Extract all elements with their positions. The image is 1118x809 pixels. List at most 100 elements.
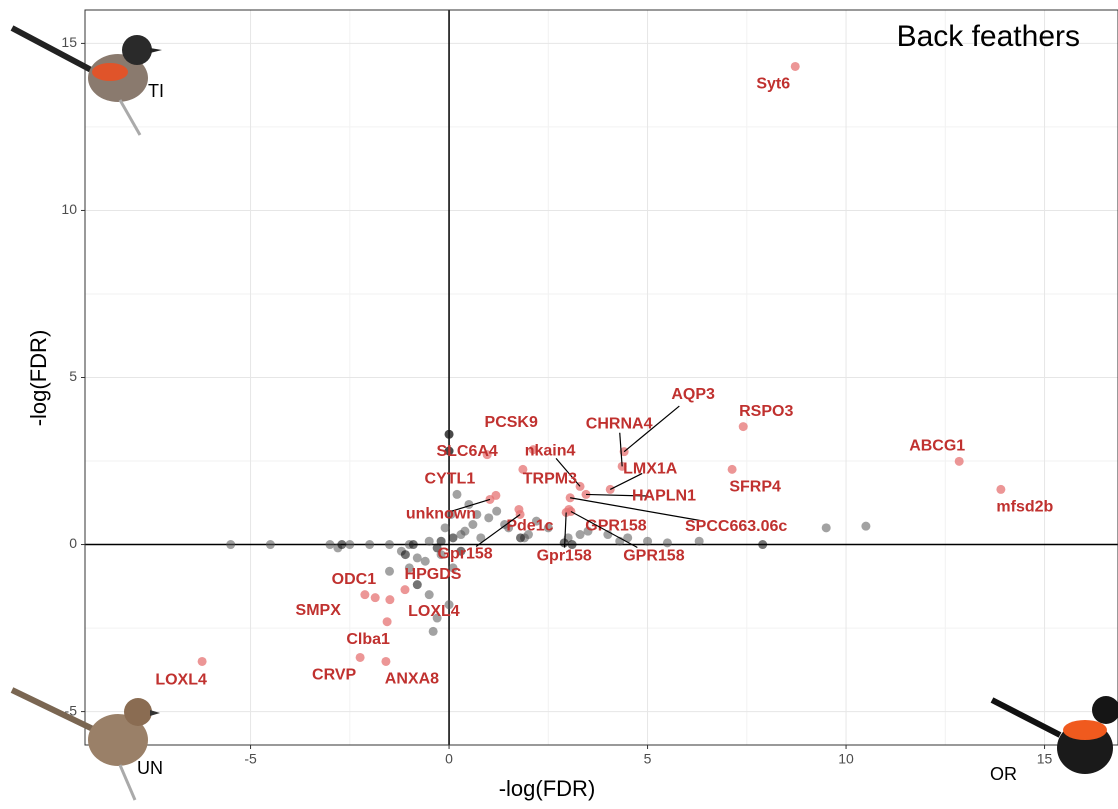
grid (81, 10, 1118, 749)
point (265, 540, 275, 550)
point-label: HPGDS (405, 566, 462, 583)
bird-un (10, 687, 160, 801)
point (420, 556, 430, 566)
corner-label: TI (148, 81, 164, 101)
point-label: AQP3 (671, 386, 715, 403)
point-label: GPR158 (623, 548, 684, 565)
point (345, 540, 355, 550)
point-label: CRVP (312, 667, 356, 684)
x-tick-label: 10 (838, 751, 854, 767)
y-tick-label: 5 (69, 368, 77, 384)
x-tick-label: 15 (1037, 751, 1053, 767)
points (197, 61, 1006, 666)
point (472, 509, 482, 519)
point (559, 538, 569, 548)
point (758, 540, 768, 550)
x-axis-label: -log(FDR) (499, 776, 596, 801)
point-label: LOXL4 (408, 603, 460, 620)
point (662, 538, 672, 548)
point-labels: Syt6 RSPO3 ABCG1 mfsd2b SFRP4 AQP3 CHRNA4 LMX1A… (155, 76, 1053, 689)
point (738, 422, 748, 432)
point (448, 563, 458, 573)
point (436, 550, 446, 560)
point (448, 533, 458, 543)
point (861, 521, 871, 531)
point-label: GPR158 (585, 518, 646, 535)
point (408, 540, 418, 550)
point (456, 546, 466, 556)
point (460, 526, 470, 536)
point (694, 536, 704, 546)
point (428, 626, 438, 636)
point (412, 553, 422, 563)
leader-line (475, 513, 521, 547)
leader-line (555, 458, 581, 487)
y-tick-label: -5 (65, 702, 78, 718)
point-label: SPCC663.06c (685, 518, 787, 535)
leader-line (570, 510, 638, 548)
point (516, 533, 526, 543)
leader-line (609, 472, 643, 490)
point-label: Gpr158 (537, 548, 592, 565)
y-tick-label: 15 (61, 34, 77, 50)
point (444, 600, 454, 610)
point (370, 593, 380, 603)
x-tick-label: -5 (244, 751, 257, 767)
x-tick-label: 0 (445, 751, 453, 767)
point (400, 550, 410, 560)
point-label: PCSK9 (485, 414, 538, 431)
chart-title: Back feathers (897, 20, 1080, 53)
bird-ti (10, 25, 162, 136)
corner-label: OR (990, 764, 1017, 784)
point (484, 513, 494, 523)
point (575, 530, 585, 540)
point (727, 464, 737, 474)
panel-border (84, 9, 1118, 746)
point-label: Pde1c (506, 518, 553, 535)
point (468, 520, 478, 529)
y-axis-label: -log(FDR) (26, 330, 51, 427)
point (436, 536, 446, 546)
point-label: TRPM3 (523, 471, 577, 488)
point (400, 585, 410, 595)
point-label: unknown (406, 506, 476, 523)
point-label: nkain4 (525, 443, 576, 460)
bird-or (990, 696, 1118, 774)
point-label: SLC6A4 (436, 443, 497, 460)
point (996, 484, 1006, 494)
point (623, 533, 633, 543)
point-label: Clba1 (346, 631, 390, 648)
corner-label: UN (137, 758, 163, 778)
point (432, 543, 442, 553)
point (404, 563, 414, 573)
point (492, 506, 502, 516)
leader-line (570, 497, 704, 522)
point-label: LOXL4 (155, 672, 207, 689)
point-label: SFRP4 (729, 479, 781, 496)
point (365, 540, 375, 550)
point (412, 580, 422, 590)
point (476, 533, 486, 543)
point-label: Gpr158 (438, 546, 493, 563)
point-label: ODC1 (332, 571, 377, 588)
point (643, 536, 653, 546)
point (452, 489, 462, 499)
point (482, 450, 492, 460)
x-tick-label: 5 (644, 751, 652, 767)
point (518, 464, 528, 474)
point (385, 566, 395, 576)
y-tick-label: 0 (69, 535, 77, 551)
point (432, 613, 442, 623)
point (821, 523, 831, 533)
leader-line (450, 498, 491, 513)
point (424, 590, 434, 600)
point (790, 61, 800, 71)
leader-line (619, 432, 623, 467)
leader-line (586, 493, 649, 497)
point (424, 536, 434, 546)
point (381, 656, 391, 666)
point (337, 540, 347, 550)
point-label: ABCG1 (909, 438, 965, 455)
